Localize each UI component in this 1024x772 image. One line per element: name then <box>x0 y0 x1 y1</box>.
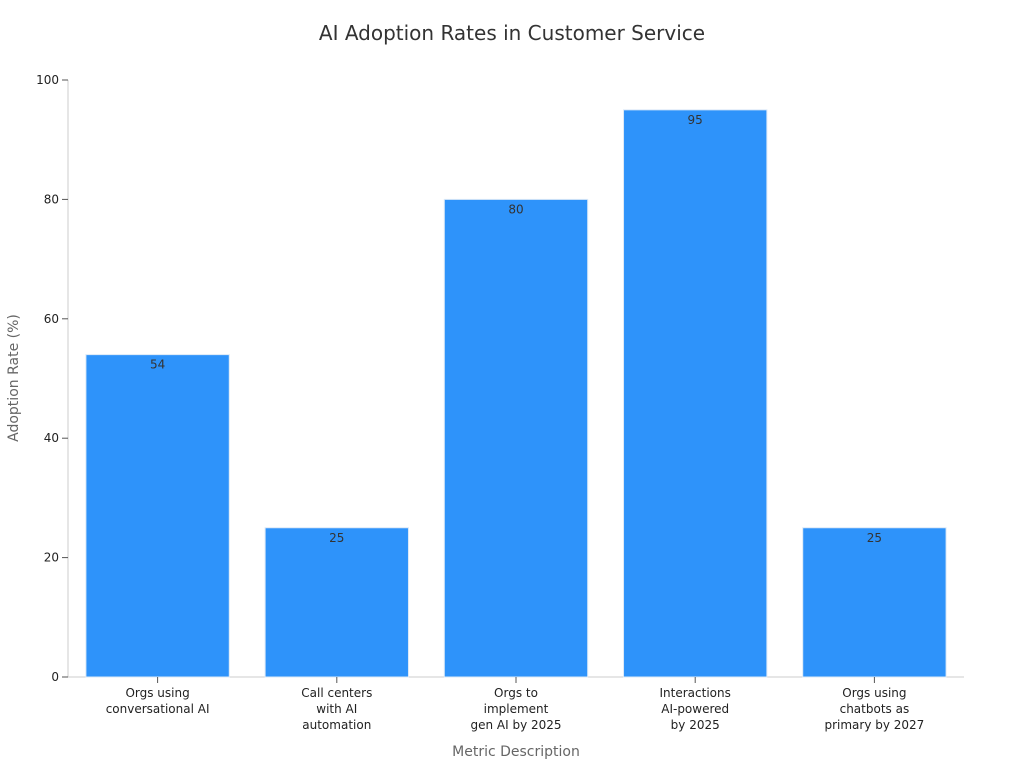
x-tick-label-line: primary by 2027 <box>824 718 924 732</box>
x-axis-title: Metric Description <box>452 744 580 760</box>
x-tick-label-line: AI-powered <box>661 702 729 716</box>
y-tick-label: 20 <box>44 551 59 565</box>
y-axis-title: Adoption Rate (%) <box>6 314 22 442</box>
bar <box>623 109 768 678</box>
x-tick-label-line: gen AI by 2025 <box>470 718 561 732</box>
chart-title: AI Adoption Rates in Customer Service <box>319 21 705 45</box>
data-label: 80 <box>508 202 523 216</box>
x-tick-label-line: Call centers <box>301 686 372 700</box>
x-tick-label-line: Orgs using <box>842 686 906 700</box>
y-tick-label: 0 <box>51 670 59 684</box>
bar <box>264 527 409 678</box>
y-tick-label: 40 <box>44 431 59 445</box>
bar <box>85 354 230 678</box>
x-tick-label-line: Interactions <box>660 686 731 700</box>
data-label: 25 <box>329 531 344 545</box>
x-tick-label: Orgs using chatbots as primary by 2027 <box>824 686 924 732</box>
x-tick-label: Orgs using conversational AI <box>106 686 210 716</box>
y-tick-label: 100 <box>36 73 59 87</box>
y-tick-label: 80 <box>44 192 59 206</box>
x-tick-label-line: conversational AI <box>106 702 210 716</box>
x-tick-label-line: by 2025 <box>671 718 720 732</box>
x-tick-label-line: chatbots as <box>840 702 910 716</box>
y-tick-label: 60 <box>44 312 59 326</box>
plot-area: 0 20 40 60 80 100 54 Orgs using conversational A… <box>36 73 964 732</box>
data-label: 25 <box>867 531 882 545</box>
bar <box>443 198 589 678</box>
x-tick-label-line: Orgs using <box>125 686 189 700</box>
x-tick-label-line: Orgs to <box>494 686 538 700</box>
x-tick-label-line: implement <box>484 702 549 716</box>
data-label: 95 <box>688 113 703 127</box>
x-tick-label: Orgs to implement gen AI by 2025 <box>470 686 561 732</box>
x-tick-label-line: with AI <box>316 702 357 716</box>
x-tick-label: Call centers with AI automation <box>301 686 372 732</box>
bar <box>802 527 947 678</box>
x-tick-label: Interactions AI-powered by 2025 <box>660 686 731 732</box>
data-label: 54 <box>150 358 165 372</box>
x-tick-label-line: automation <box>302 718 371 732</box>
